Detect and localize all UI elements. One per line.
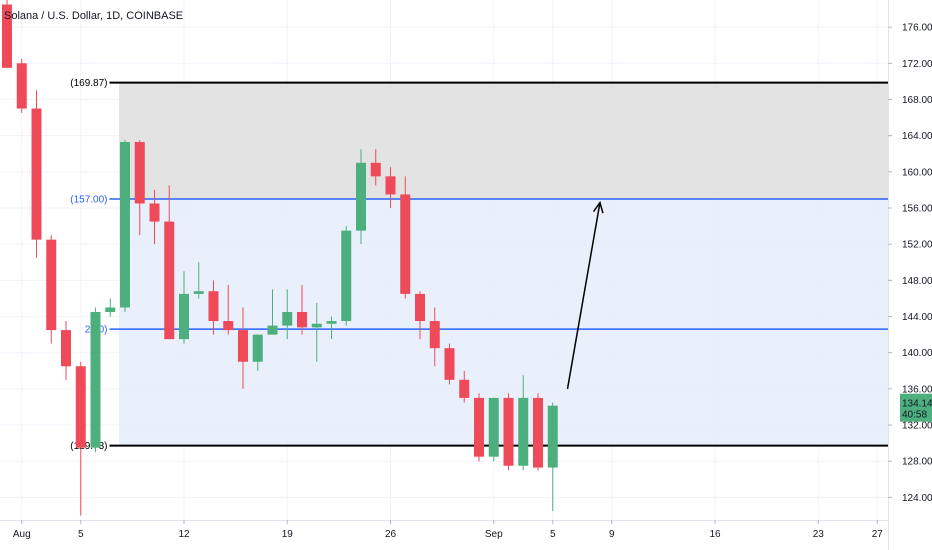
price-tick-label: 128.00 [902, 457, 932, 468]
candle-body [2, 4, 12, 68]
price-tick-label: 148.00 [902, 276, 932, 287]
price-axis-bg [888, 0, 932, 550]
price-tick-label: 140.00 [902, 348, 932, 359]
candle-body [370, 162, 381, 177]
price-tick-label: 172.00 [902, 59, 932, 70]
candle-body [297, 312, 307, 328]
price-axis[interactable]: 124.00 128.00 132.00 136.00 140.00 144.00 148.… [888, 0, 932, 550]
candle-body [90, 312, 101, 448]
candle-body [503, 397, 514, 466]
time-tick-label: 26 [385, 529, 397, 540]
arrow-shaft [566, 202, 601, 389]
time-tick-label: 23 [813, 529, 825, 540]
price-tick-label: 136.00 [902, 384, 932, 395]
candle-body [547, 405, 558, 468]
price-tick-label: 168.00 [902, 95, 932, 106]
zones [119, 82, 888, 446]
candle-body [282, 312, 293, 326]
time-axis-bg [0, 520, 888, 550]
time-tick-label: 9 [609, 529, 615, 540]
price-tick-label: 152.00 [902, 240, 932, 251]
price-tick-label: 156.00 [902, 204, 932, 215]
price-tick-label: 160.00 [902, 167, 932, 178]
candle-body [429, 321, 440, 349]
level-169-87-label: (169.87) [70, 78, 107, 89]
price-tick-label: 124.00 [902, 493, 932, 504]
candle-body [311, 323, 322, 328]
candle-body [488, 397, 499, 457]
candle-body [267, 325, 278, 335]
candle-body [16, 63, 27, 109]
candle-body [120, 141, 130, 308]
time-tick-label: Sep [485, 529, 503, 540]
price-tick-label: 176.00 [902, 23, 932, 34]
candle-body [341, 230, 352, 322]
candle-body [326, 321, 337, 324]
candle-body [444, 348, 455, 380]
candle-body [61, 330, 71, 367]
time-tick-label: 5 [550, 529, 556, 540]
level-129-73-label: (129.73) [70, 441, 107, 452]
candle-body [149, 203, 160, 222]
price-tag-bg [900, 393, 932, 422]
time-tick-label: 5 [78, 529, 84, 540]
resistance-zone [119, 82, 888, 199]
candle-body [164, 221, 175, 340]
price-tag-countdown: 40:58 [902, 410, 927, 421]
price-tick-label: 144.00 [902, 312, 932, 323]
time-axis[interactable]: Aug 5 12 19 26 Sep 5 9 16 23 27 [0, 520, 888, 550]
candle-body [179, 293, 189, 340]
candle-body [75, 366, 86, 448]
candle-body [193, 291, 204, 294]
candlesticks [2, 0, 558, 516]
time-tick-label: 27 [872, 529, 884, 540]
candle-body [238, 330, 248, 362]
candle-body [252, 334, 263, 362]
arrow-head [592, 200, 604, 214]
candle-body [223, 321, 234, 331]
chart-title: Solana / U.S. Dollar, 1D, COINBASE [4, 10, 184, 22]
candle-body [105, 307, 116, 312]
candle-body [356, 162, 366, 231]
candle-body [474, 397, 484, 457]
price-tag-value: 134.14 [902, 399, 932, 410]
time-tick-label: Aug [13, 529, 31, 540]
candle-body [385, 176, 396, 195]
candle-body [31, 108, 42, 240]
price-tick-label: 132.00 [902, 421, 932, 432]
candle-body [134, 141, 145, 204]
candle-body [533, 397, 543, 468]
candle-body [459, 379, 470, 398]
candle-body [415, 293, 425, 322]
price-tick-label: 164.00 [902, 131, 932, 142]
candle-body [46, 239, 57, 331]
time-tick-label: 19 [282, 529, 294, 540]
projection-arrow [566, 200, 604, 389]
level-157-00-label: (157.00) [70, 194, 107, 205]
candle-body [400, 194, 411, 294]
time-tick-label: 16 [709, 529, 721, 540]
candle-body [208, 291, 219, 322]
time-tick-label: 12 [178, 529, 190, 540]
candle-body [518, 397, 529, 466]
